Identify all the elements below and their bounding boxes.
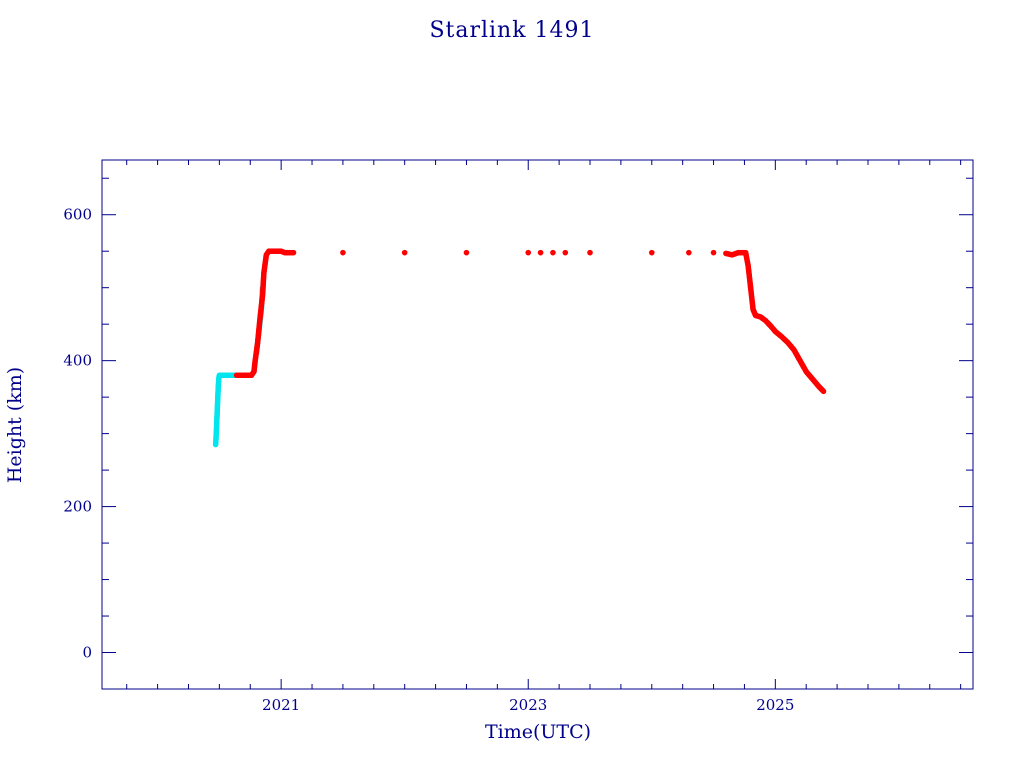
- axis-ticks: 2021 2023 2025 0 200 400 600: [63, 160, 973, 714]
- x-tick-label: 2021: [262, 696, 300, 714]
- data-point: [463, 249, 470, 256]
- data-points: [212, 248, 827, 448]
- data-point: [340, 249, 346, 256]
- data-point: [401, 249, 408, 256]
- plot-frame: [101, 159, 974, 690]
- data-point: [537, 249, 544, 256]
- data-point: [820, 388, 827, 395]
- x-tick-label: 2023: [509, 696, 547, 714]
- data-point: [648, 249, 655, 256]
- data-point: [290, 249, 297, 256]
- series-0: [212, 284, 266, 448]
- data-point: [562, 249, 569, 256]
- series-1: [233, 248, 827, 395]
- y-tick-label: 200: [63, 498, 92, 516]
- data-point: [686, 249, 692, 256]
- x-axis-label: Time(UTC): [485, 721, 591, 743]
- data-point: [587, 249, 593, 256]
- data-point: [550, 249, 556, 256]
- chart-title: Starlink 1491: [429, 18, 594, 43]
- data-point: [525, 249, 532, 256]
- y-tick-label: 0: [82, 644, 92, 662]
- y-axis-label: Height (km): [4, 367, 26, 483]
- y-tick-label: 600: [63, 206, 92, 224]
- data-point: [710, 249, 717, 256]
- y-tick-label: 400: [63, 352, 92, 370]
- x-tick-label: 2025: [756, 696, 794, 714]
